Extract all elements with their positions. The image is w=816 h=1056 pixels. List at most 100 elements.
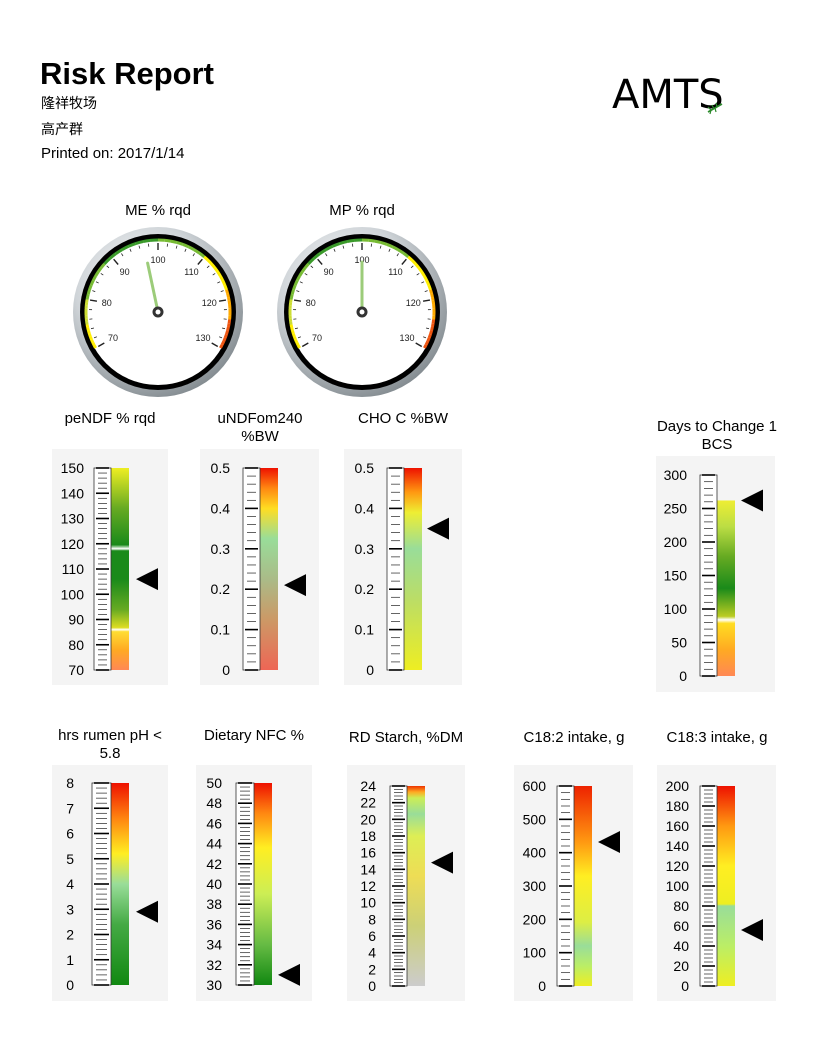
bar-chart-title: uNDFom240 %BW	[217, 410, 303, 445]
gauge-tick-label: 70	[312, 333, 322, 343]
printed-date: Printed on: 2017/1/14	[41, 145, 185, 162]
bar-chart-title: RD Starch, %DM	[348, 729, 464, 746]
bar-fill	[574, 786, 592, 986]
bar-tick-label: 1	[66, 952, 74, 968]
bar-tick-label: 500	[523, 811, 547, 827]
bar-tick-label: 0	[66, 977, 74, 993]
farm-name: 隆祥牧场	[41, 96, 97, 112]
bar-tick-label: 600	[523, 778, 547, 794]
bar-tick-label: 4	[66, 876, 74, 892]
bar-tick-label: 22	[360, 795, 376, 811]
bar-tick-label: 120	[61, 536, 85, 552]
bar-tick-label: 0.2	[211, 581, 231, 597]
bar-fill	[717, 500, 735, 676]
gauge-tick-label: 80	[306, 298, 316, 308]
bar-tick-label: 44	[206, 836, 222, 852]
bar-tick-label: 200	[664, 534, 688, 550]
value-marker-icon	[136, 568, 158, 591]
value-marker-icon	[278, 963, 300, 986]
bar-tick-label: 400	[523, 845, 547, 861]
gauge-tick-label: 100	[354, 255, 369, 265]
gauge-tick-label: 100	[150, 255, 165, 265]
bar-chart-title: Dietary NFC %	[203, 727, 304, 744]
bar-tick-label: 250	[664, 501, 688, 517]
bar-tick-label: 200	[523, 911, 547, 927]
bar-tick-label: 34	[206, 937, 222, 953]
gauge-tick-label: 80	[102, 298, 112, 308]
bar-tick-label: 100	[664, 601, 688, 617]
bar-fill	[717, 786, 735, 986]
bar-chart-title: Days to Change 1 BCS	[656, 418, 778, 453]
group-name: 高产群	[41, 122, 83, 138]
bar-tick-label: 130	[61, 511, 85, 527]
gauge-title: ME % rqd	[125, 202, 191, 219]
bar-tick-label: 40	[206, 876, 222, 892]
bar-tick-label: 0.1	[355, 622, 375, 638]
value-marker-icon	[284, 574, 306, 597]
bar-fill	[260, 468, 278, 670]
bar-tick-label: 120	[666, 858, 690, 874]
value-marker-icon	[427, 517, 449, 540]
bar-tick-label: 42	[206, 856, 222, 872]
bar-tick-label: 0.4	[211, 500, 231, 516]
gauge-tick-label: 90	[324, 267, 334, 277]
bar-tick-label: 40	[673, 938, 689, 954]
bar-chart-title: peNDF % rqd	[64, 410, 156, 427]
bar-chart-title: CHO C %BW	[358, 410, 448, 427]
bar-tick-label: 100	[666, 878, 690, 894]
bar-tick-label: 2	[66, 927, 74, 943]
bar-tick-label: 0	[368, 978, 376, 994]
bar-tick-label: 20	[673, 958, 689, 974]
bar-tick-label: 0.5	[211, 460, 231, 476]
bar-tick-label: 300	[523, 878, 547, 894]
bar-fill	[111, 783, 129, 985]
gauge-tick-label: 130	[400, 333, 415, 343]
bar-tick-label: 36	[206, 916, 222, 932]
bar-tick-label: 0	[222, 662, 230, 678]
value-marker-icon	[136, 900, 158, 923]
bar-tick-label: 46	[206, 815, 222, 831]
value-marker-icon	[431, 851, 453, 874]
gauge-tick-label: 90	[120, 267, 130, 277]
bar-tick-label: 16	[360, 845, 376, 861]
bar-tick-label: 6	[368, 928, 376, 944]
bar-tick-label: 180	[666, 798, 690, 814]
bar-fill	[111, 468, 129, 670]
bar-tick-label: 0.3	[211, 541, 231, 557]
bar-tick-label: 4	[368, 945, 376, 961]
bar-tick-label: 0	[366, 662, 374, 678]
bar-tick-label: 80	[673, 898, 689, 914]
bar-fill	[404, 468, 422, 670]
bar-tick-label: 150	[664, 568, 688, 584]
bar-tick-label: 12	[360, 878, 376, 894]
value-marker-icon	[741, 489, 763, 512]
gauge-needle	[146, 261, 160, 314]
gauge-tick-label: 130	[196, 333, 211, 343]
gauge-tick-label: 110	[184, 267, 198, 277]
bar-tick-label: 0	[679, 668, 687, 684]
bar-tick-label: 7	[66, 800, 74, 816]
bar-tick-label: 38	[206, 896, 222, 912]
bar-chart-title: C18:2 intake, g	[523, 729, 625, 746]
bar-tick-label: 0.2	[355, 581, 375, 597]
bar-tick-label: 32	[206, 957, 222, 973]
bar-tick-label: 50	[671, 635, 687, 651]
bar-tick-label: 24	[360, 778, 376, 794]
bar-tick-label: 14	[360, 861, 376, 877]
report-title: Risk Report	[40, 56, 214, 91]
bar-tick-label: 20	[360, 811, 376, 827]
bar-tick-label: 0.5	[355, 460, 375, 476]
bar-chart-title: hrs rumen pH < 5.8	[58, 727, 162, 762]
bar-tick-label: 5	[66, 851, 74, 867]
bar-tick-label: 300	[664, 467, 688, 483]
bar-tick-label: 200	[666, 778, 690, 794]
bar-tick-label: 18	[360, 828, 376, 844]
bar-tick-label: 100	[523, 945, 547, 961]
bar-tick-label: 48	[206, 795, 222, 811]
bar-tick-label: 100	[61, 586, 85, 602]
